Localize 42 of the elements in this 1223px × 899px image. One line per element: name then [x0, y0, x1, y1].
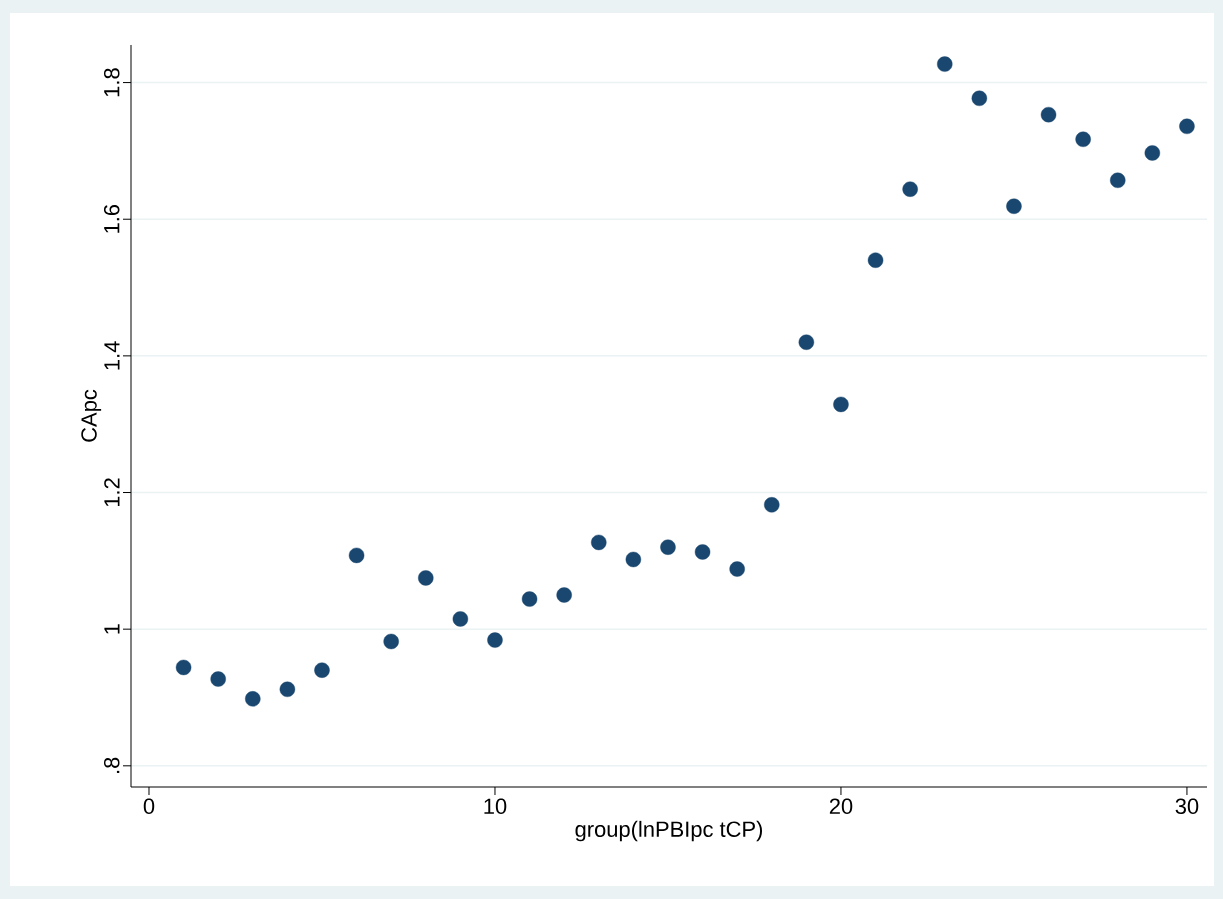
- point: [245, 691, 261, 707]
- point: [348, 547, 365, 564]
- point: [694, 544, 711, 560]
- y-tick-label: 1: [104, 624, 120, 634]
- point: [175, 659, 192, 676]
- x-axis-title: group(lnPBIpc tCP): [575, 820, 763, 842]
- y-tick-label: .8: [103, 757, 120, 773]
- point: [1075, 131, 1091, 147]
- point: [1006, 198, 1022, 214]
- point: [902, 181, 918, 197]
- point: [798, 334, 815, 350]
- point: [1110, 172, 1126, 188]
- x-tick-label: 10: [484, 798, 507, 815]
- x-tick-label: 30: [1175, 798, 1199, 815]
- y-tick-label: 1.2: [104, 478, 120, 507]
- point: [210, 671, 226, 687]
- point: [867, 252, 884, 268]
- point: [1144, 145, 1161, 161]
- point: [833, 396, 849, 413]
- x-tick-label: 20: [829, 798, 853, 815]
- point: [729, 561, 745, 577]
- point: [591, 534, 607, 551]
- point: [452, 611, 469, 627]
- point: [521, 591, 538, 607]
- point: [1040, 106, 1057, 123]
- point: [556, 587, 572, 603]
- point: [487, 632, 503, 648]
- y-tick-label: 1.8: [103, 68, 120, 97]
- point: [279, 681, 296, 697]
- point: [418, 570, 434, 586]
- y-axis-title: CApc: [81, 389, 102, 442]
- point: [625, 551, 642, 568]
- y-tick-label: 1.4: [104, 341, 120, 370]
- x-tick-label: 0: [143, 798, 155, 815]
- point: [971, 90, 988, 106]
- point: [660, 539, 676, 555]
- point: [937, 56, 953, 72]
- point: [314, 662, 330, 678]
- point: [383, 633, 399, 650]
- point: [1179, 118, 1195, 134]
- y-tick-label: 1.6: [103, 204, 120, 233]
- point: [764, 497, 780, 513]
